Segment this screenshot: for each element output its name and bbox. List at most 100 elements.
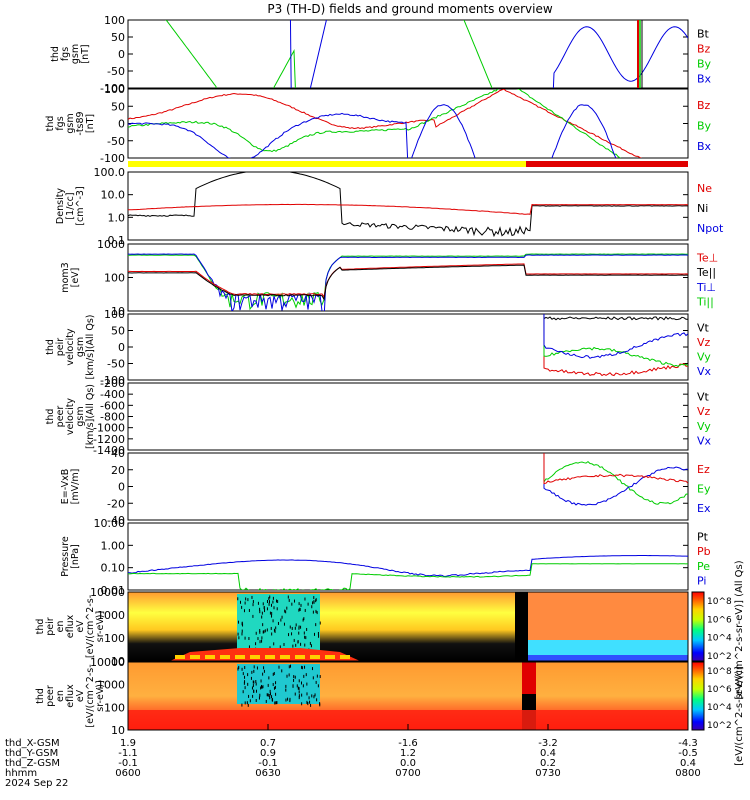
legend-bx: Bx — [697, 140, 712, 153]
series-by2-fgs — [128, 0, 688, 380]
ytick-label: 100.0 — [94, 166, 126, 179]
ylabel-line: [mV/m] — [70, 469, 81, 505]
colorbar-tick: 10^2 — [707, 652, 732, 662]
series-line — [128, 0, 688, 505]
series-line — [128, 27, 688, 122]
panel-frame — [128, 523, 688, 590]
panel-fgs-ts89: thd fgs gsm -ts89 [nT] 100 50 0 -50 -100 Bz By Bx — [45, 83, 712, 165]
colorbar-label-2: [eV/(cm^2-s-sr-eV)] — [734, 666, 745, 766]
ytick-label: 50 — [111, 100, 125, 113]
series-line — [128, 254, 688, 319]
series-line — [128, 254, 688, 309]
ylabel-line: [cm^-3] — [75, 186, 86, 225]
panel-frame — [128, 314, 688, 380]
legend-by: By — [697, 120, 712, 133]
panel-frame — [128, 89, 688, 158]
ytick-label: 1000 — [97, 238, 125, 251]
series-ez — [128, 0, 688, 484]
colorbar-tick: 10^6 — [707, 615, 732, 625]
legend-npot: Npot — [697, 222, 724, 235]
series-vz-ion — [128, 0, 688, 376]
ytick-label: 10000 — [90, 586, 125, 599]
legend-bx: Bx — [697, 73, 712, 86]
series-pe — [128, 564, 688, 593]
xaxis-value: 0800 — [675, 768, 700, 779]
colorbar-tick: 10^6 — [707, 685, 732, 695]
colorbar-tick: 10^4 — [707, 703, 732, 713]
series-vt-ion — [128, 0, 688, 320]
colorbar-tick: 10^8 — [707, 597, 732, 607]
ytick-label: 1000 — [97, 679, 125, 692]
legend-ex: Ex — [697, 502, 711, 515]
ytick-label: 0 — [118, 48, 125, 61]
ylabel-pressure: Pressure [nPa] — [60, 536, 81, 577]
ytick-label: 10.0 — [101, 189, 126, 202]
legend-pi: Pi — [697, 575, 706, 588]
series-line — [128, 0, 688, 380]
ytick-label: 10 — [111, 724, 125, 737]
panel-ion-velocity: thd peir velocity gsm [km/s](All Qs) 100 50 0 -5… — [45, 308, 712, 387]
panel-electron-velocity: thd peer velocity gsm [km/s](All Qs)-200-400… — [45, 377, 712, 457]
legend-ti||: Ti|| — [696, 296, 714, 309]
xaxis-value: 0630 — [255, 768, 280, 779]
series-bx-fgs — [128, 0, 688, 166]
legend-vt: Vt — [697, 321, 710, 334]
ylabel-line: [nPa] — [70, 544, 81, 569]
ylabel-line: [km/s](All Qs) — [85, 315, 96, 380]
legend-bt: Bt — [697, 28, 710, 41]
ytick-label: 100 — [104, 632, 125, 645]
series-line — [128, 564, 688, 593]
panel-pressure: Pressure [nPa] 10.00 1.00 0.10 0.01 Pt Pb Pe Pi — [60, 517, 711, 597]
legend-vx: Vx — [697, 435, 712, 448]
series-ti-par — [128, 254, 688, 309]
ytick-label: 10.00 — [94, 517, 126, 530]
ytick-label: 100 — [104, 83, 125, 96]
legend-ne: Ne — [697, 182, 712, 195]
ytick-label: 1.0 — [108, 211, 126, 224]
series-line — [128, 556, 688, 577]
panel-efield: E=-VxB [mV/m]40200-20-40EzEyEx — [60, 447, 711, 527]
ytick-label: 40 — [111, 447, 125, 460]
series-line — [128, 84, 688, 202]
spectrogram-electron-spectrogram — [128, 662, 688, 730]
panel-frame — [128, 20, 688, 88]
ylabel-electron-spectrogram: thd peer en eflux eV [eV/(cm^2-s-sr-eV)] — [35, 664, 106, 727]
legend-bz: Bz — [697, 43, 711, 56]
ytick-label: 50 — [111, 31, 125, 44]
series-ey — [128, 0, 688, 504]
ylabel-efield: E=-VxB [mV/m] — [60, 469, 81, 505]
series-ti-perp — [128, 254, 688, 319]
legend-vt: Vt — [697, 390, 710, 403]
legend-bz: Bz — [697, 99, 711, 112]
ytick-label: -20 — [107, 497, 125, 510]
series-line — [128, 0, 688, 504]
status-bar-slow — [128, 161, 526, 167]
series-ex — [128, 0, 688, 505]
series-pi — [128, 556, 688, 577]
colorbar-2 — [692, 662, 704, 730]
ylabel-density: Density [1/cc] [cm^-3] — [55, 186, 86, 225]
status-bar-fast — [526, 161, 688, 167]
series-line — [128, 0, 688, 320]
series-ni — [128, 170, 688, 236]
series-line — [128, 170, 688, 236]
colorbar-tick: 10^4 — [707, 634, 732, 644]
ytick-label: 0 — [118, 118, 125, 131]
ylabel-line: [nT] — [80, 44, 91, 63]
series-vx-ion — [128, 0, 688, 358]
ytick-label: 20 — [111, 464, 125, 477]
xaxis-value: 0700 — [395, 768, 420, 779]
series-line — [128, 89, 688, 182]
series-line — [128, 105, 688, 231]
legend-vy: Vy — [697, 350, 711, 363]
legend-pt: Pt — [697, 530, 709, 543]
ytick-label: -100 — [100, 152, 125, 165]
ylabel-ion-velocity: thd peir velocity gsm [km/s](All Qs) — [45, 315, 96, 380]
series-bz-ts89 — [128, 89, 688, 182]
ytick-label: 1000 — [97, 609, 125, 622]
legend-vy: Vy — [697, 420, 711, 433]
series-line — [128, 0, 688, 189]
ytick-label: 100 — [104, 308, 125, 321]
ytick-label: 100 — [104, 701, 125, 714]
legend-ez: Ez — [697, 463, 710, 476]
